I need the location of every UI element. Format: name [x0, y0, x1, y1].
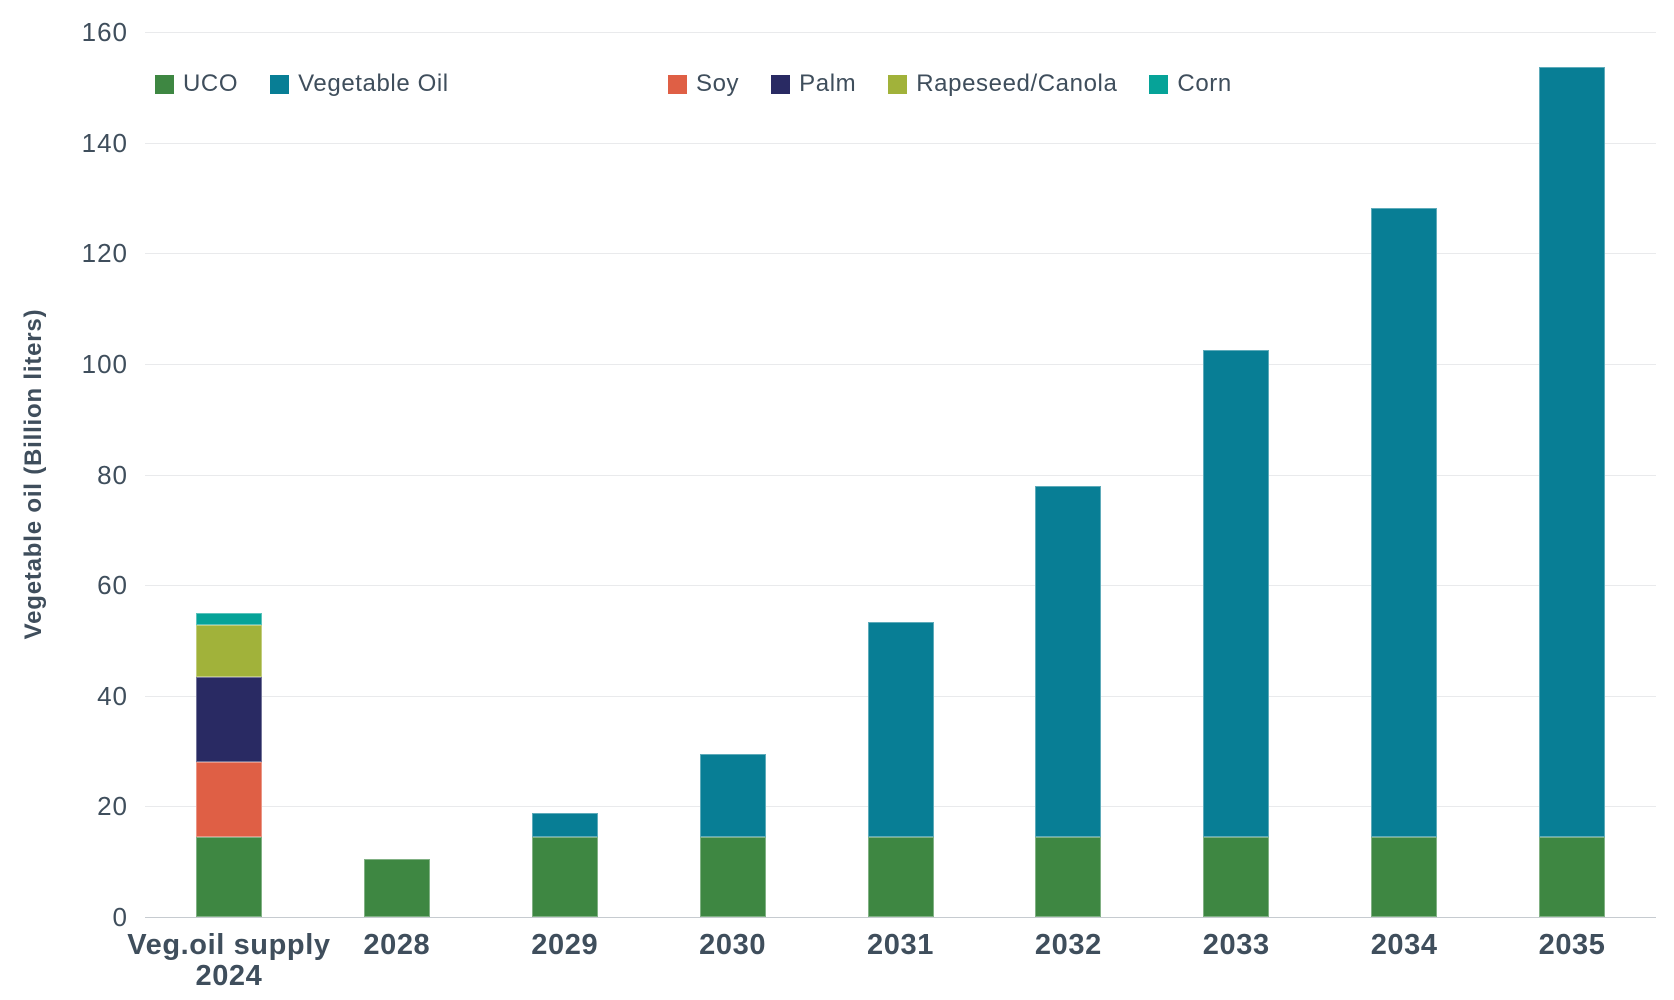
- bar-segment-vegetable-oil: [1203, 349, 1270, 837]
- bar-2029: [531, 813, 598, 917]
- legend-group-1: UCO Vegetable Oil: [155, 70, 481, 98]
- bar-segment-uco: [1539, 836, 1606, 917]
- bar-2033: [1203, 349, 1270, 917]
- plot-area: [145, 32, 1656, 918]
- x-axis-label-2034: 2034: [1370, 929, 1438, 961]
- bar-segment-soy: [195, 761, 262, 837]
- legend-swatch-icon: [270, 74, 290, 94]
- y-tick-label-40: 40: [97, 680, 128, 711]
- legend-swatch-icon: [155, 74, 174, 94]
- x-axis-label-2028: 2028: [363, 929, 431, 961]
- x-axis-label-veg-oil-supply-2024: Veg.oil supply 2024: [127, 929, 331, 992]
- bar-2031: [867, 621, 934, 917]
- bar-segment-uco: [1371, 836, 1438, 917]
- x-axis-label-2029: 2029: [531, 929, 599, 961]
- gridline-100: [145, 363, 1656, 365]
- x-axis-label-2033: 2033: [1202, 929, 1270, 961]
- bar-segment-vegetable-oil: [531, 813, 598, 837]
- bar-segment-uco: [531, 836, 598, 917]
- bar-segment-vegetable-oil: [1371, 208, 1438, 837]
- bar-segment-rapeseed-canola: [195, 624, 262, 677]
- chart-legend: UCO Vegetable Oil Soy Palm Rapeseed/Canola Co…: [0, 70, 1674, 98]
- y-tick-label-140: 140: [81, 127, 128, 158]
- x-axis-label-2030: 2030: [699, 929, 767, 961]
- legend-item-vegetable-oil: Vegetable Oil: [270, 70, 449, 98]
- x-axis-label-2032: 2032: [1034, 929, 1102, 961]
- legend-swatch-icon: [888, 74, 908, 94]
- bar-segment-uco: [1035, 836, 1102, 917]
- bar-segment-uco: [867, 836, 934, 917]
- legend-item-rapeseed-canola: Rapeseed/Canola: [888, 70, 1117, 98]
- bar-veg.oil-supply-2024: [195, 612, 262, 917]
- legend-label: Corn: [1177, 70, 1232, 97]
- y-tick-label-0: 0: [112, 902, 128, 932]
- x-axis-line: [145, 917, 1656, 918]
- gridline-140: [145, 142, 1656, 144]
- y-tick-label-120: 120: [81, 238, 128, 269]
- gridline-60: [145, 585, 1656, 587]
- bar-segment-uco: [1203, 836, 1270, 917]
- legend-swatch-icon: [668, 74, 687, 94]
- y-tick-label-60: 60: [97, 570, 128, 601]
- y-tick-label-160: 160: [81, 17, 128, 47]
- y-tick-label-80: 80: [97, 459, 128, 490]
- bar-2032: [1035, 486, 1102, 917]
- bar-2030: [699, 753, 766, 917]
- bar-segment-vegetable-oil: [1035, 486, 1102, 837]
- x-axis-label-2031: 2031: [867, 929, 934, 961]
- legend-label: Soy: [696, 70, 740, 97]
- y-tick-label-100: 100: [81, 348, 128, 379]
- bar-segment-uco: [195, 836, 262, 917]
- legend-swatch-icon: [1149, 74, 1169, 94]
- bar-segment-uco: [699, 836, 766, 917]
- gridline-160: [145, 32, 1656, 33]
- bar-segment-palm: [195, 676, 262, 762]
- legend-swatch-icon: [771, 74, 791, 94]
- bar-segment-uco: [363, 859, 430, 917]
- legend-item-soy: Soy: [668, 70, 739, 98]
- bar-segment-vegetable-oil: [1539, 66, 1606, 837]
- legend-item-uco: UCO: [155, 70, 238, 98]
- gridline-120: [145, 253, 1656, 255]
- x-axis-label-2035: 2035: [1538, 929, 1606, 961]
- bar-2034: [1371, 208, 1438, 917]
- legend-item-palm: Palm: [771, 70, 856, 98]
- legend-label: Palm: [799, 70, 857, 97]
- bar-segment-vegetable-oil: [699, 753, 766, 837]
- legend-label: Rapeseed/Canola: [916, 70, 1118, 97]
- gridline-80: [145, 474, 1656, 476]
- legend-item-corn: Corn: [1149, 70, 1231, 98]
- y-tick-label-20: 20: [97, 791, 128, 822]
- bar-2028: [363, 859, 430, 917]
- legend-group-2: Soy Palm Rapeseed/Canola Corn: [668, 70, 1264, 98]
- bar-segment-vegetable-oil: [867, 621, 934, 837]
- legend-label: Vegetable Oil: [298, 70, 449, 97]
- bar-segment-corn: [195, 612, 262, 625]
- legend-label: UCO: [183, 70, 239, 97]
- bar-2035: [1539, 66, 1606, 917]
